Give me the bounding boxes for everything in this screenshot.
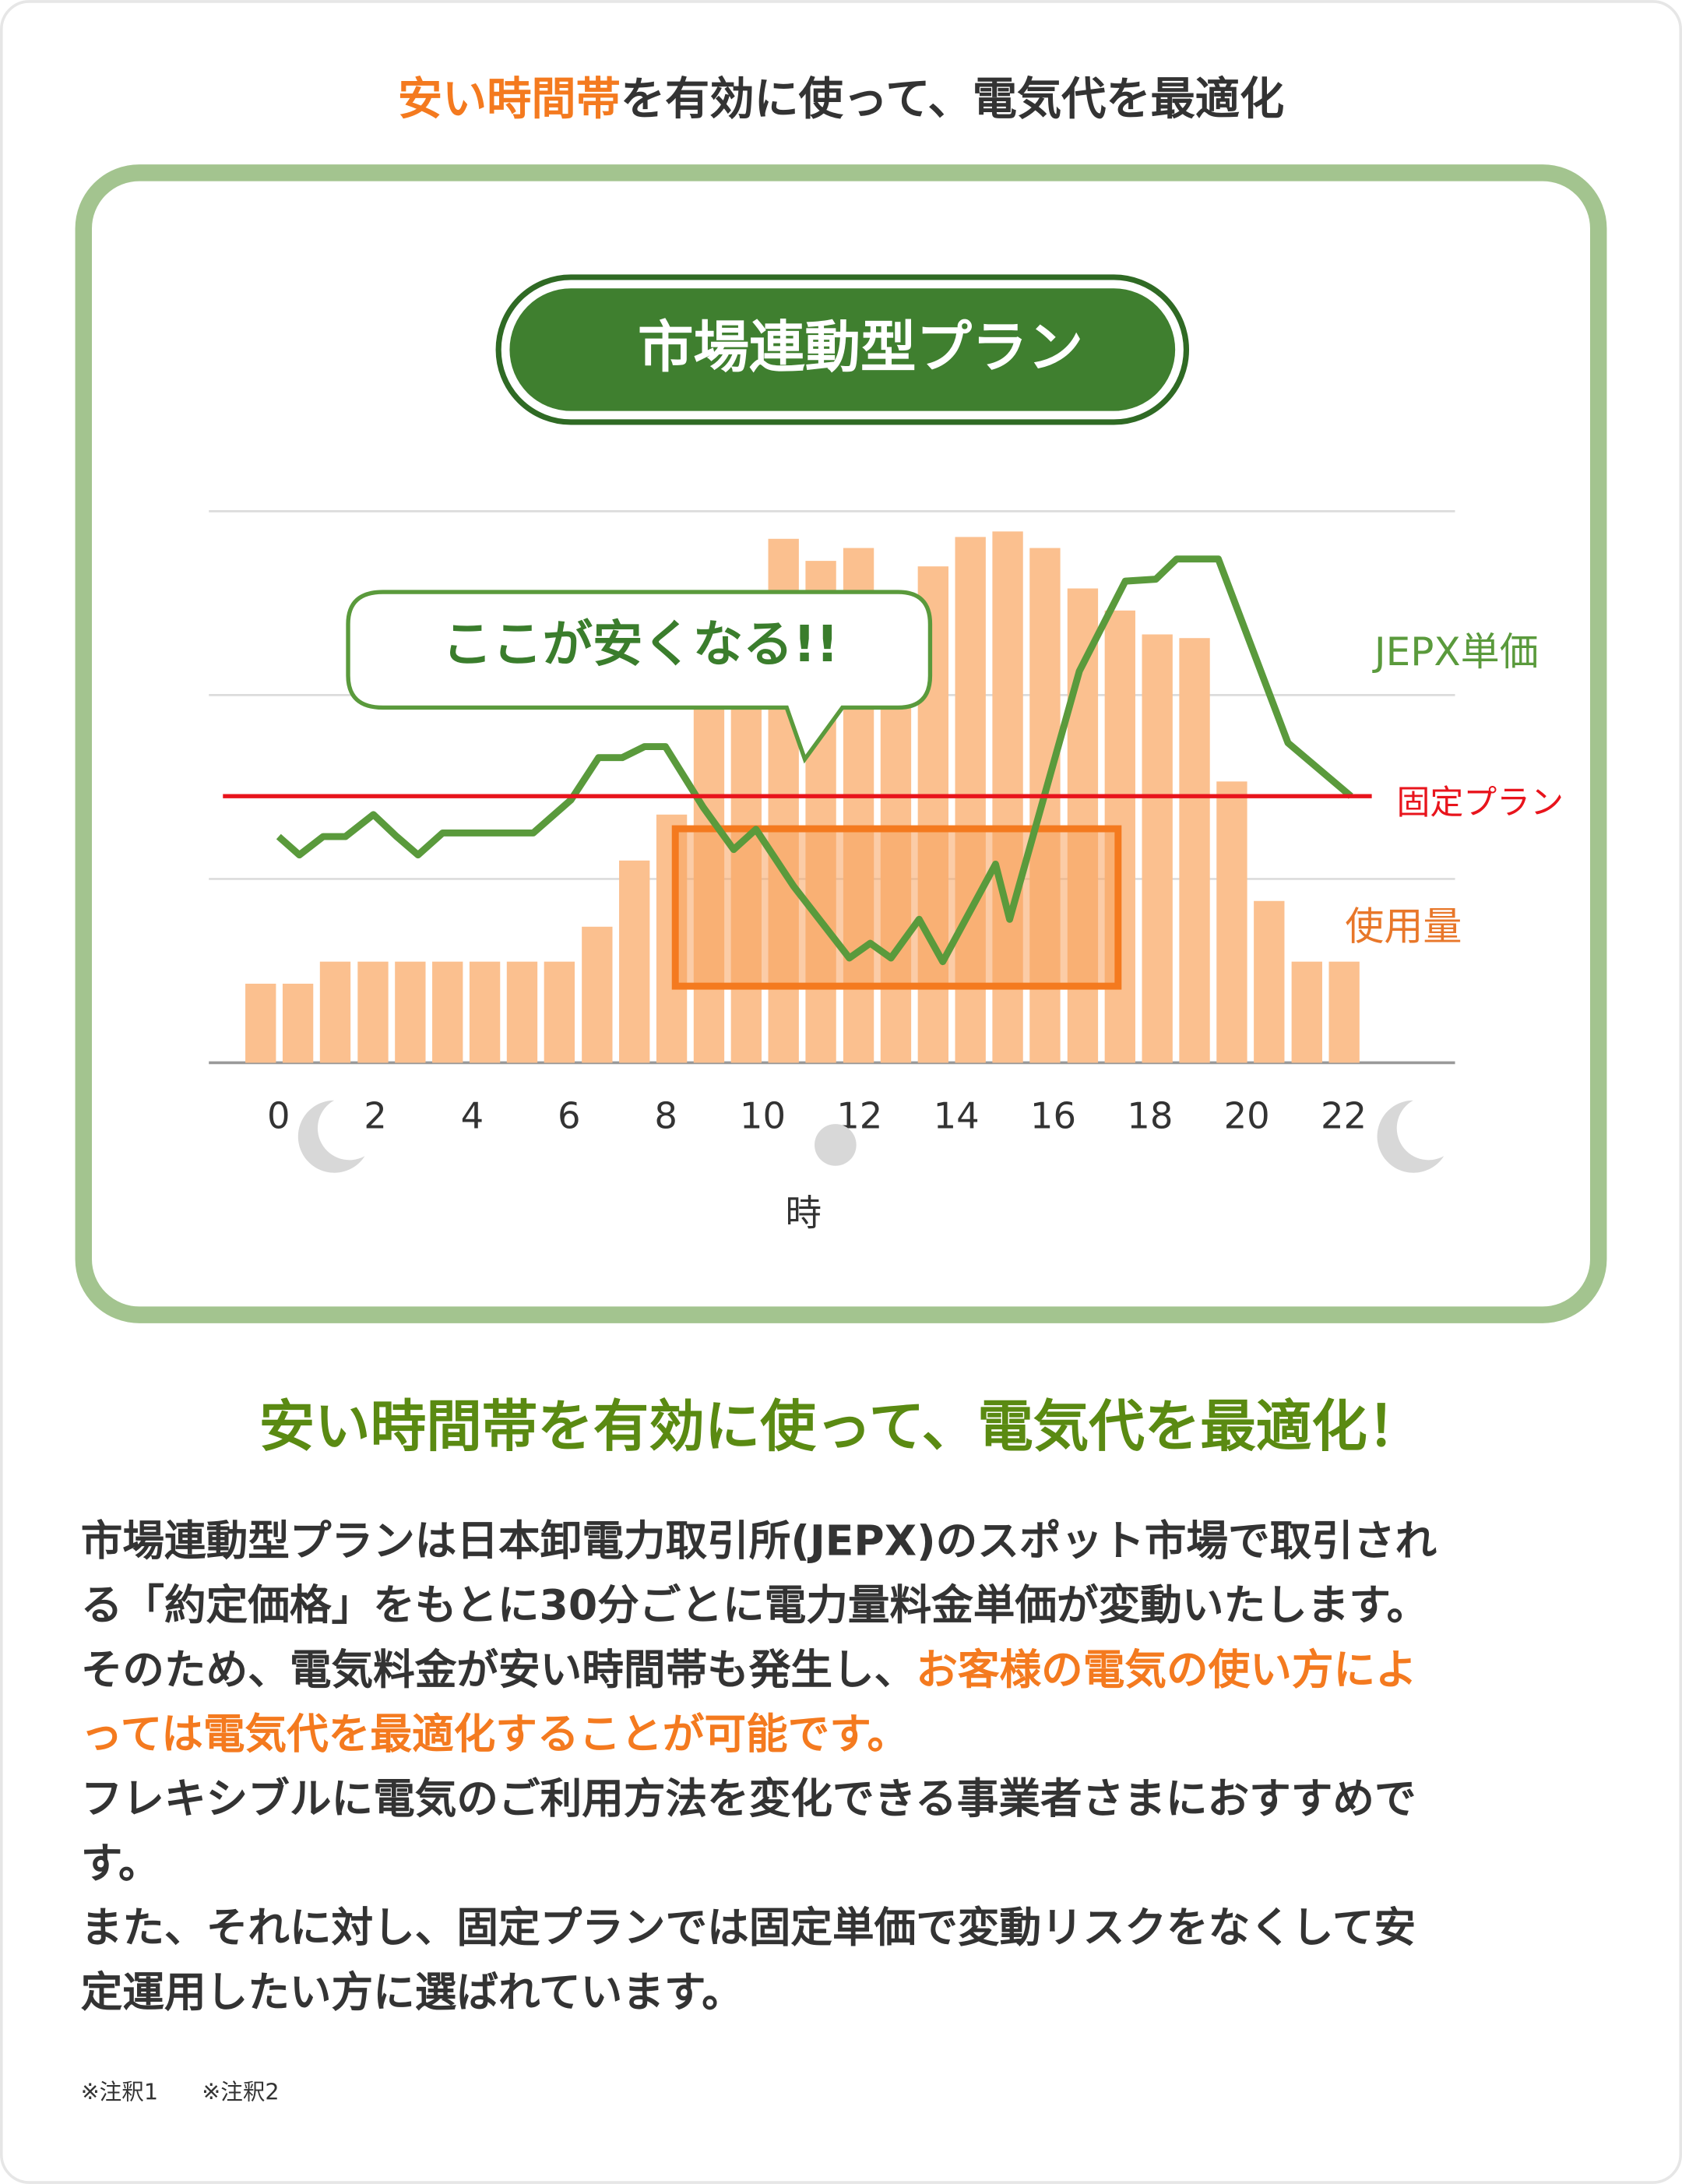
body-line: っては電気代を最適化することが可能です。 — [81, 1709, 909, 1758]
header-segment: を有効に使って、電気代を最適化 — [621, 73, 1284, 125]
x-axis-label: 時 — [785, 1192, 822, 1235]
x-tick-label: 18 — [1127, 1094, 1173, 1136]
bar — [245, 983, 276, 1063]
x-tick-label: 10 — [740, 1094, 786, 1136]
note: ※注釈1 — [81, 2079, 158, 2105]
note: ※注釈2 — [202, 2079, 279, 2105]
body-segment: 市場連動型プランは日本卸電力取引所(JEPX)のスポット市場で取引され — [81, 1516, 1437, 1565]
x-tick-label: 4 — [461, 1094, 484, 1136]
body-line: フレキシブルに電気のご利用方法を変化できる事業者さまにおすすめで — [81, 1774, 1416, 1823]
body-segment: っては電気代を最適化することが可能です。 — [81, 1709, 909, 1758]
chart-title: 市場連動型プラン — [638, 315, 1083, 379]
heading: 安い時間帯を有効に使って、電気代を最適化！ — [259, 1394, 1423, 1459]
bar — [1216, 781, 1247, 1063]
x-tick-label: 2 — [364, 1094, 387, 1136]
sun-icon — [815, 1124, 857, 1166]
x-tick-label: 8 — [654, 1094, 677, 1136]
title-badge — [509, 288, 1176, 411]
body-line: 定運用したい方に選ばれています。 — [81, 1967, 744, 2016]
x-tick-label: 0 — [267, 1094, 290, 1136]
bar — [544, 961, 575, 1063]
x-tick-label: 16 — [1030, 1094, 1076, 1136]
bar — [282, 983, 314, 1063]
bar — [619, 860, 650, 1063]
series-label: 使用量 — [1345, 904, 1462, 949]
bar — [1254, 900, 1285, 1063]
bar — [1328, 961, 1360, 1063]
body-segment: フレキシブルに電気のご利用方法を変化できる事業者さまにおすすめで — [81, 1774, 1416, 1823]
bar — [357, 961, 389, 1063]
series-label: 固定プラン — [1396, 784, 1564, 823]
x-tick-label: 20 — [1224, 1094, 1270, 1136]
x-tick-label: 22 — [1321, 1094, 1367, 1136]
speech-bubble — [346, 590, 933, 764]
body-line: す。 — [81, 1838, 160, 1887]
highlight-box — [671, 825, 1122, 990]
x-tick-label: 6 — [558, 1094, 581, 1136]
bar — [469, 961, 501, 1063]
body-line: る「約定価格」をもとに30分ごとに電力量料金単価が変動いたします。 — [81, 1580, 1429, 1629]
body-line: 市場連動型プランは日本卸電力取引所(JEPX)のスポット市場で取引され — [81, 1516, 1437, 1565]
body-line: そのため、電気料金が安い時間帯も発生し、お客様の電気の使い方によ — [81, 1645, 1417, 1694]
x-tick-label: 14 — [934, 1094, 980, 1136]
series-label: JEPX単価 — [1372, 629, 1539, 675]
bar — [395, 961, 426, 1063]
bar — [1291, 961, 1322, 1063]
body-segment: 定運用したい方に選ばれています。 — [81, 1967, 744, 2016]
bar — [432, 961, 463, 1063]
bar — [1179, 638, 1210, 1063]
header-segment: 安い時間帯 — [398, 73, 621, 125]
body-segment: また、それに対し、固定プランでは固定単価で変動リスクをなくして安 — [81, 1903, 1416, 1952]
annotation: ここが安くなる!! — [442, 615, 839, 674]
moon-icon — [297, 1100, 365, 1173]
body-text: 市場連動型プランは日本卸電力取引所(JEPX)のスポット市場で取引される「約定価… — [81, 1516, 1437, 2017]
bar — [506, 961, 538, 1063]
body-segment: す。 — [81, 1838, 160, 1887]
header-title: 安い時間帯を有効に使って、電気代を最適化 — [398, 73, 1284, 125]
body-segment: る「約定価格」をもとに30分ごとに電力量料金単価が変動いたします。 — [81, 1580, 1429, 1629]
moon-icon — [1377, 1100, 1444, 1173]
bar — [319, 961, 351, 1063]
icons — [297, 1100, 1444, 1173]
bar — [582, 926, 613, 1063]
notes: ※注釈1 ※注釈2 — [81, 2079, 280, 2105]
body-segment: お客様の電気の使い方によ — [916, 1645, 1417, 1694]
body-segment: そのため、電気料金が安い時間帯も発生し、 — [81, 1645, 917, 1694]
body-line: また、それに対し、固定プランでは固定単価で変動リスクをなくして安 — [81, 1903, 1416, 1952]
bar — [1142, 634, 1173, 1063]
line — [276, 555, 1353, 966]
